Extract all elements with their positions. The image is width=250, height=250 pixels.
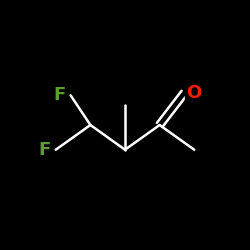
Text: O: O bbox=[186, 84, 202, 102]
Text: F: F bbox=[53, 86, 66, 104]
Text: F: F bbox=[38, 141, 51, 159]
